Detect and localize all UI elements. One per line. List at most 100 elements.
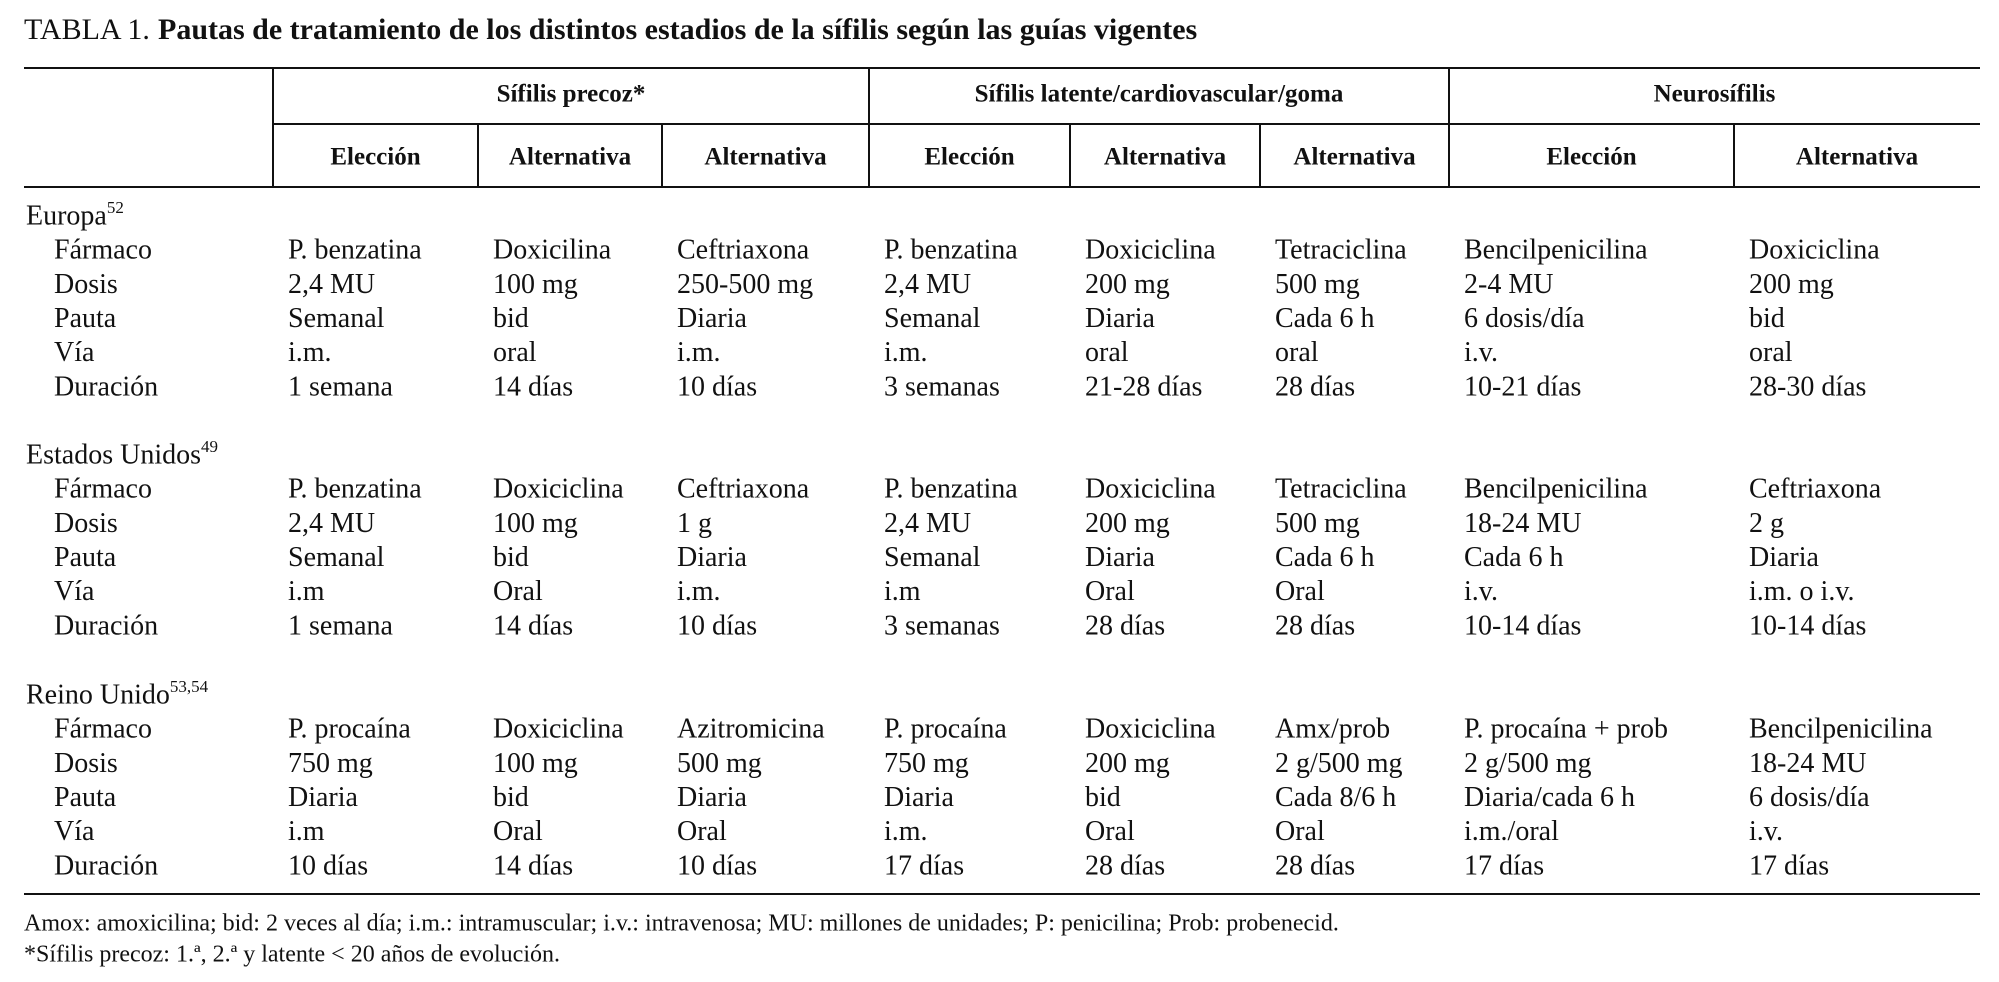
cell: 28-30 días — [1749, 371, 1866, 402]
cell: i.v. — [1464, 337, 1498, 368]
reference: 49 — [201, 437, 218, 456]
cell: 17 días — [1464, 850, 1544, 881]
cell: 10 días — [677, 610, 757, 641]
cell: Ceftriaxona — [677, 235, 810, 266]
cell: Doxiciclina — [493, 474, 624, 505]
row-label: Fármaco — [54, 714, 152, 745]
cell: 100 mg — [493, 269, 578, 300]
cell: 28 días — [1275, 850, 1355, 881]
cell: Cada 6 h — [1464, 542, 1564, 573]
title-label: TABLA 1. — [24, 13, 150, 46]
cell: bid — [493, 542, 529, 573]
subheader: Elección — [1546, 144, 1636, 171]
cell: 2-4 MU — [1464, 269, 1553, 300]
cell: Doxicilina — [493, 235, 612, 266]
cell: 200 mg — [1085, 508, 1170, 539]
cell: bid — [493, 303, 529, 334]
cell: Diaria — [288, 782, 359, 813]
cell: oral — [1085, 337, 1129, 368]
cell: P. procaína — [884, 714, 1007, 745]
reference: 52 — [107, 198, 124, 217]
cell: 18-24 MU — [1464, 508, 1581, 539]
cell: Semanal — [884, 303, 981, 334]
cell: Ceftriaxona — [677, 474, 810, 505]
subheader: Alternativa — [1293, 144, 1416, 171]
cell: 17 días — [884, 850, 964, 881]
section-label: Reino Unido53,54 — [26, 677, 209, 711]
cell: 2 g/500 mg — [1464, 748, 1592, 779]
row-label: Vía — [54, 337, 95, 368]
cell: 17 días — [1749, 850, 1829, 881]
cell: P. procaína + prob — [1464, 714, 1668, 745]
row-label: Vía — [54, 576, 95, 607]
cell: 200 mg — [1749, 269, 1834, 300]
cell: i.m./oral — [1464, 816, 1559, 847]
cell: 3 semanas — [884, 610, 1000, 641]
cell: 6 dosis/día — [1464, 303, 1585, 334]
cell: Ceftriaxona — [1749, 474, 1882, 505]
cell: bid — [1085, 782, 1121, 813]
cell: 28 días — [1085, 610, 1165, 641]
subheader: Elección — [330, 144, 420, 171]
cell: 750 mg — [288, 748, 373, 779]
cell: 18-24 MU — [1749, 748, 1866, 779]
cell: Bencilpenicilina — [1464, 474, 1648, 505]
cell: Tetraciclina — [1275, 235, 1407, 266]
row-label: Duración — [54, 610, 158, 641]
row-label: Duración — [54, 850, 158, 881]
cell: 2,4 MU — [288, 269, 375, 300]
section-label: Europa52 — [26, 198, 124, 232]
cell: P. benzatina — [288, 235, 422, 266]
cell: 1 semana — [288, 371, 394, 402]
subheader: Elección — [924, 144, 1014, 171]
cell: Doxiciclina — [1085, 235, 1216, 266]
cell: 14 días — [493, 371, 573, 402]
cell: 200 mg — [1085, 269, 1170, 300]
cell: oral — [1275, 337, 1319, 368]
cell: Amx/prob — [1275, 714, 1390, 745]
cell: Diaria — [1085, 303, 1156, 334]
cell: 2,4 MU — [884, 269, 971, 300]
cell: 2,4 MU — [288, 508, 375, 539]
cell: 1 g — [677, 508, 712, 539]
cell: i.m — [884, 576, 921, 607]
subheader: Alternativa — [1796, 144, 1919, 171]
subheader: Alternativa — [1104, 144, 1227, 171]
cell: 10 días — [677, 371, 757, 402]
cell: 1 semana — [288, 610, 394, 641]
cell: Doxiciclina — [1085, 474, 1216, 505]
subheader: Alternativa — [509, 144, 632, 171]
cell: i.m. — [884, 337, 928, 368]
cell: 2 g/500 mg — [1275, 748, 1403, 779]
group-header: Sífilis precoz* — [497, 81, 646, 108]
cell: Diaria — [884, 782, 955, 813]
cell: 10 días — [288, 850, 368, 881]
cell: Diaria — [677, 782, 748, 813]
subheader: Alternativa — [704, 144, 827, 171]
cell: 3 semanas — [884, 371, 1000, 402]
row-label: Dosis — [54, 269, 118, 300]
cell: 100 mg — [493, 508, 578, 539]
footnote: *Sífilis precoz: 1.ª, 2.ª y latente < 20… — [24, 942, 560, 968]
row-label: Pauta — [54, 542, 117, 573]
cell: 28 días — [1085, 850, 1165, 881]
row-label: Duración — [54, 371, 158, 402]
cell: 750 mg — [884, 748, 969, 779]
cell: bid — [493, 782, 529, 813]
cell: 2,4 MU — [884, 508, 971, 539]
cell: Semanal — [288, 303, 385, 334]
group-header: Neurosífilis — [1654, 81, 1776, 108]
cell: Oral — [677, 816, 727, 847]
cell: 10-14 días — [1464, 610, 1581, 641]
group-header: Sífilis latente/cardiovascular/goma — [975, 81, 1344, 108]
reference: 53,54 — [170, 677, 209, 696]
cell: Cada 6 h — [1275, 542, 1375, 573]
title: Pautas de tratamiento de los distintos e… — [158, 13, 1197, 46]
cell: Doxiciclina — [493, 714, 624, 745]
cell: 6 dosis/día — [1749, 782, 1870, 813]
cell: Diaria — [1749, 542, 1820, 573]
cell: 2 g — [1749, 508, 1784, 539]
cell: 100 mg — [493, 748, 578, 779]
row-label: Vía — [54, 816, 95, 847]
